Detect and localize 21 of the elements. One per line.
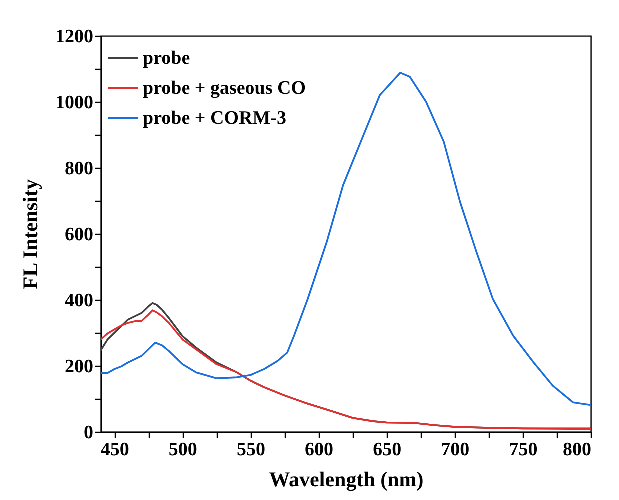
y-tick-label: 600 [65,224,94,246]
y-axis-title: FL Intensity [18,178,42,290]
y-tick-label: 400 [65,290,94,312]
y-tick-label: 800 [65,158,94,180]
y-tick-label: 0 [84,422,94,444]
x-tick-label: 550 [236,440,266,460]
x-tick-label: 450 [100,440,130,460]
x-tick-label: 500 [168,440,198,460]
line-series [101,72,591,406]
x-tick-label: 750 [509,440,538,460]
x-tick-label: 700 [441,440,470,460]
legend-label: probe + gaseous CO [143,78,306,99]
y-tick-label: 1200 [56,26,94,48]
x-tick-label: 650 [373,440,402,460]
x-tick-label: 800 [563,440,592,460]
y-tick-label: 1000 [56,92,94,114]
y-tick-label: 200 [65,356,94,378]
x-tick-label: 600 [305,440,334,460]
legend-label: probe [143,48,190,69]
x-axis-title: Wavelength (nm) [269,468,424,492]
legend-label: probe + CORM-3 [143,108,286,129]
